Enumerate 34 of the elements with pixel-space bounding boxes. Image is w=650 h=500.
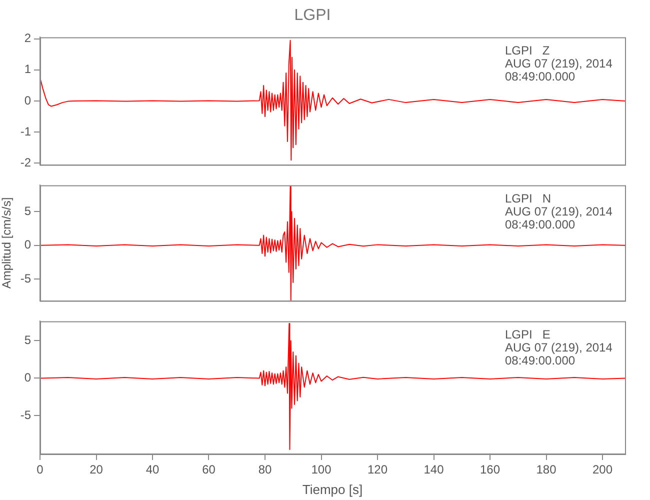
- y-tick-label: 0: [24, 370, 32, 385]
- y-tick-label: -2: [20, 156, 32, 170]
- annotation: 08:49:00.000: [505, 218, 576, 232]
- y-tick-label: 0: [24, 238, 32, 252]
- y-tick-label: 5: [24, 204, 32, 218]
- annotation: LGPI Z: [505, 44, 550, 58]
- y-tick-label: 1: [24, 62, 32, 76]
- x-tick-label: 20: [90, 462, 104, 477]
- x-axis-title: Tiempo [s]: [302, 482, 363, 497]
- y-tick-label: -1: [20, 124, 32, 138]
- y-axis-title: Amplitud [cm/s/s]: [0, 197, 14, 289]
- x-tick-label: 180: [536, 462, 557, 477]
- annotation: LGPI E: [505, 328, 550, 342]
- x-tick-label: 140: [424, 462, 444, 477]
- y-tick-label: 2: [24, 31, 32, 46]
- x-tick-label: 160: [480, 462, 500, 477]
- x-tick-label: 60: [202, 462, 216, 477]
- annotation: LGPI N: [505, 192, 552, 206]
- x-tick-label: 40: [146, 462, 160, 477]
- chart-title: LGPI: [294, 7, 331, 24]
- annotation: 08:49:00.000: [505, 354, 576, 368]
- y-tick-label: -5: [20, 271, 32, 286]
- x-tick-label: 0: [36, 462, 44, 477]
- annotation: 08:49:00.000: [505, 70, 576, 84]
- y-tick-label: 0: [24, 93, 32, 108]
- x-tick-label: 100: [311, 462, 332, 477]
- annotation: AUG 07 (219), 2014: [505, 204, 613, 219]
- x-tick-label: 80: [258, 462, 272, 477]
- y-tick-label: -5: [20, 408, 32, 422]
- annotation: AUG 07 (219), 2014: [505, 340, 613, 355]
- annotation: AUG 07 (219), 2014: [505, 56, 613, 71]
- x-tick-label: 200: [592, 462, 613, 477]
- x-tick-label: 120: [367, 462, 388, 477]
- y-tick-label: 5: [24, 333, 32, 348]
